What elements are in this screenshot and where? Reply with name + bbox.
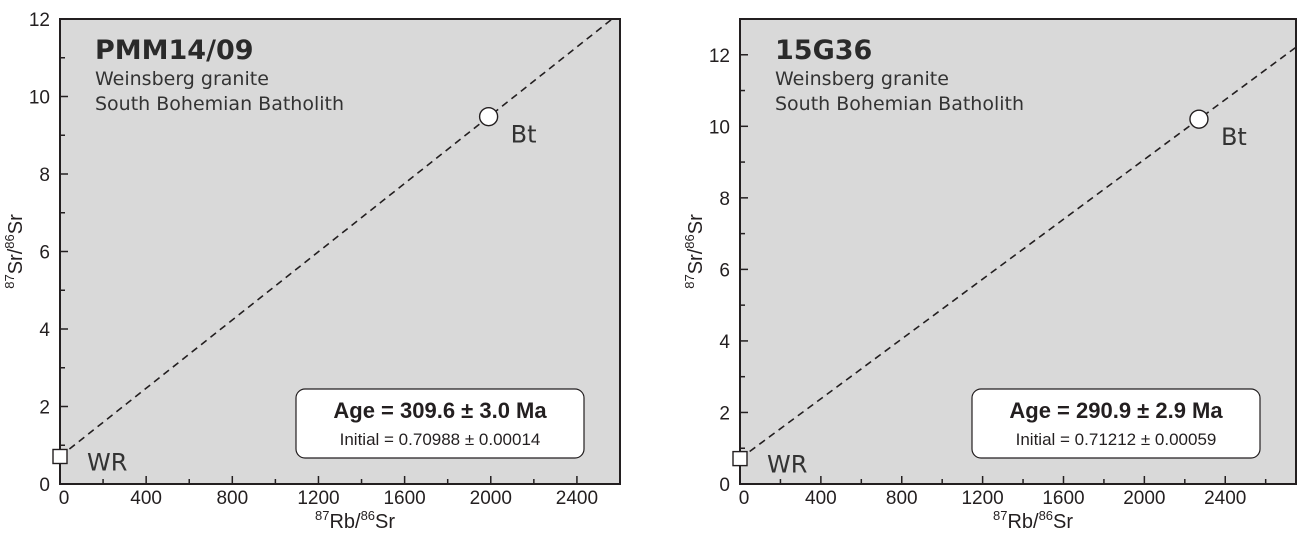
x-tick-label: 2000 [1123, 488, 1165, 509]
chart-2: 0 400 800 1200 1600 2000 2400 0 2 4 6 8 10 12 87Rb/86S… [682, 18, 1297, 533]
sample-description: South Bohemian Batholith [95, 93, 344, 115]
initial-ratio-text: Initial = 0.71212 ± 0.00059 [1016, 430, 1217, 449]
sample-title: PMM14/09 [95, 35, 254, 66]
point-label-bt: Bt [1221, 123, 1247, 151]
y-tick-label: 10 [709, 117, 730, 138]
age-text: Age = 309.6 ± 3.0 Ma [333, 398, 547, 423]
annotation-box [971, 388, 1261, 459]
annotation-box [295, 388, 585, 459]
y-tick-label: 8 [39, 165, 50, 186]
y-tick-label: 4 [719, 332, 730, 353]
x-tick-label: 2400 [1204, 488, 1246, 509]
x-tick-label: 2000 [470, 488, 512, 509]
y-tick-label: 6 [39, 243, 50, 264]
age-annotation: Age = 290.9 ± 2.9 Ma Initial = 0.71212 ± … [971, 388, 1261, 459]
y-tick-label: 2 [39, 398, 50, 419]
initial-ratio-text: Initial = 0.70988 ± 0.00014 [340, 430, 541, 449]
sample-description: South Bohemian Batholith [775, 93, 1024, 115]
x-tick-label: 800 [216, 488, 248, 509]
y-tick-label: 12 [29, 10, 50, 31]
y-axis-title: 87Sr/86Sr [2, 214, 27, 289]
y-tick-label: 8 [719, 189, 730, 210]
y-tick-label: 6 [719, 260, 730, 281]
sample-title: 15G36 [775, 35, 872, 66]
y-tick-label: 12 [709, 46, 730, 67]
x-tick-label: 0 [739, 488, 750, 509]
sample-description: Weinsberg granite [95, 68, 269, 90]
y-axis-title: 87Sr/86Sr [682, 214, 707, 289]
y-tick-label: 0 [39, 475, 50, 496]
point-label-wr: WR [767, 451, 807, 479]
x-tick-label: 0 [59, 488, 70, 509]
y-tick-label: 0 [719, 475, 730, 496]
plot-frame [739, 18, 1297, 485]
age-annotation: Age = 309.6 ± 3.0 Ma Initial = 0.70988 ± … [295, 388, 585, 459]
point-bt [478, 106, 499, 127]
x-tick-label: 1600 [1042, 488, 1084, 509]
y-tick-label: 4 [39, 320, 50, 341]
x-tick-label: 1200 [961, 488, 1003, 509]
x-tick-label: 2400 [556, 488, 598, 509]
x-tick-label: 400 [130, 488, 162, 509]
x-tick-label: 1600 [383, 488, 425, 509]
point-bt [1189, 109, 1209, 129]
x-tick-label: 800 [886, 488, 918, 509]
x-axis-title: 87Rb/86Sr [993, 508, 1073, 533]
chart-1: 0 400 800 1200 1600 2000 2400 0 2 4 6 8 10 12 87Rb/86S… [2, 10, 621, 533]
point-label-bt: Bt [511, 121, 537, 149]
point-wr [732, 450, 748, 467]
x-axis-title: 87Rb/86Sr [315, 508, 395, 533]
x-tick-label: 1200 [297, 488, 339, 509]
sample-description: Weinsberg granite [775, 68, 949, 90]
point-wr [52, 448, 68, 465]
point-label-wr: WR [87, 448, 127, 476]
age-text: Age = 290.9 ± 2.9 Ma [1009, 398, 1223, 423]
y-tick-label: 2 [719, 403, 730, 424]
y-tick-label: 10 [29, 88, 50, 109]
x-tick-label: 400 [805, 488, 837, 509]
